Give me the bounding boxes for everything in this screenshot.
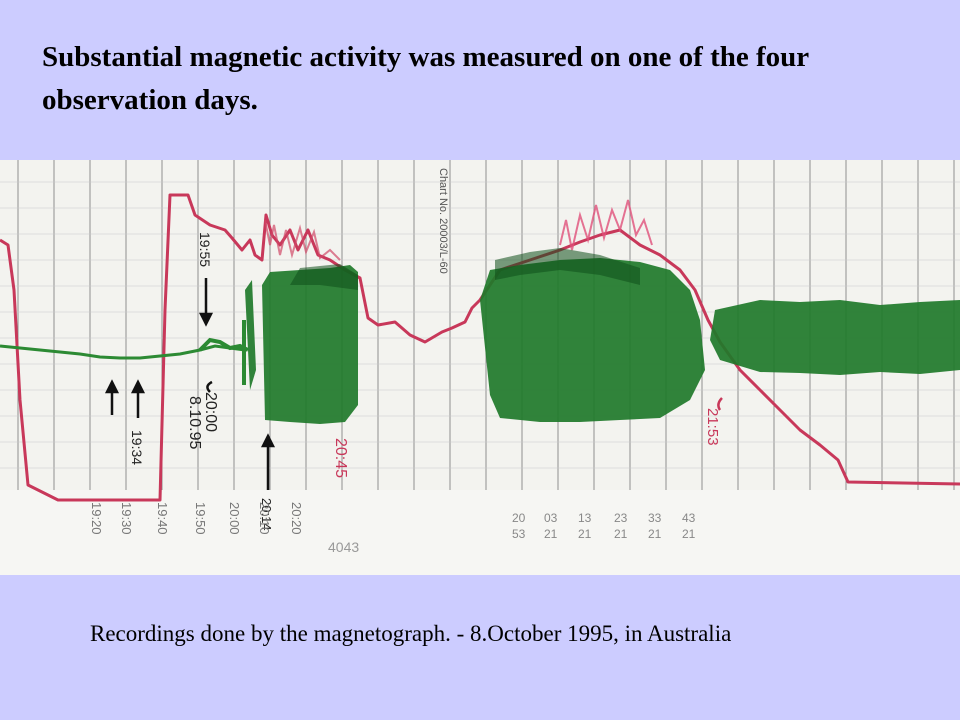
scale-mark-label: 13: [578, 511, 592, 525]
time-axis-label: 20:20: [289, 502, 304, 535]
annotation-date: 8.10.95: [186, 396, 203, 449]
annotation-2153: 21:53: [704, 408, 721, 446]
slide-caption: Recordings done by the magnetograph. - 8…: [90, 621, 732, 646]
scale-mark-label: 53: [512, 527, 526, 541]
annotation-1934: 19:34: [129, 430, 145, 465]
scale-mark-label: 03: [544, 511, 558, 525]
time-axis-label: 19:30: [119, 502, 134, 535]
scale-mark-label: 21: [578, 527, 592, 541]
time-axis-label: 20:00: [227, 502, 242, 535]
red-trace: [0, 193, 960, 502]
scale-mark-label: 33: [648, 511, 662, 525]
scale-mark-label: 21: [544, 527, 558, 541]
scale-mark-label: 21: [614, 527, 628, 541]
time-axis-label: 19:40: [155, 502, 170, 535]
scale-mark-label: 21: [648, 527, 662, 541]
scale-mark-label: 43: [682, 511, 696, 525]
green-trace-burst: [245, 258, 960, 424]
scale-mark-label: 23: [614, 511, 628, 525]
annotation-2045: 20:45: [332, 438, 349, 478]
magnetograph-chart-photo: Chart No. 20003/L-60 19:55 19:34 20:00 8…: [0, 160, 960, 575]
annotation-2000: 20:00: [202, 392, 219, 432]
green-trace-quiet: [0, 344, 246, 360]
scale-mark-label: 20: [512, 511, 526, 525]
time-axis-label: 20:10: [257, 502, 272, 535]
annotation-stamp: 4043: [328, 539, 359, 555]
annotation-1955: 19:55: [197, 232, 213, 267]
scale-mark-label: 21: [682, 527, 696, 541]
annotation-2014: 20:14: [259, 498, 274, 531]
time-axis-label: 19:20: [89, 502, 104, 535]
slide-title: Substantial magnetic activity was measur…: [42, 41, 809, 116]
annotation-chart-no: Chart No. 20003/L-60: [437, 168, 449, 274]
time-axis-label: 19:50: [193, 502, 208, 535]
